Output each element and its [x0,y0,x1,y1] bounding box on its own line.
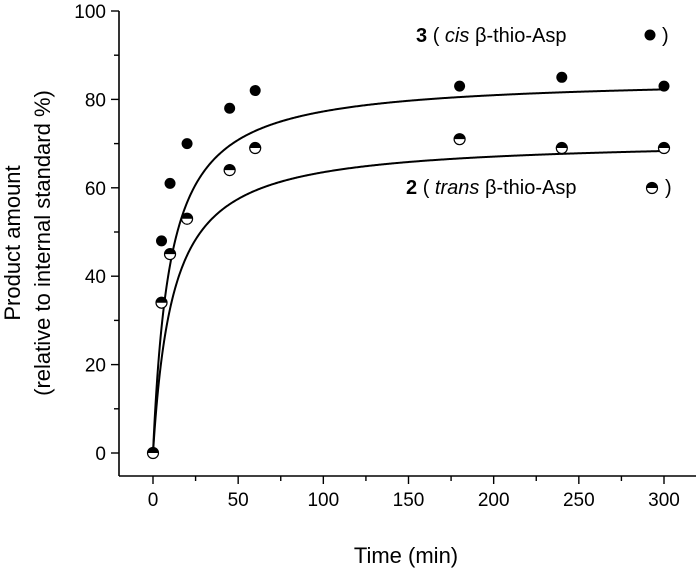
legend-marker-filled [644,29,656,41]
legend-isomer-trans: trans [435,177,479,199]
legend-label-cis: 3 ( cis β-thio-Asp [416,25,566,47]
data-point-cis [181,138,193,150]
legend-entry-trans: 2 ( trans β-thio-Asp ) [406,177,672,199]
data-point-cis [658,80,670,92]
y-tick-label: 100 [74,2,106,23]
data-point-trans [657,141,671,155]
data-point-trans [146,446,160,460]
x-tick-label: 250 [563,490,595,511]
svg-text:): ) [665,177,672,199]
legend-marker-half [645,181,659,195]
y-axis-title-line2: (relative to internal standard %) [30,90,55,396]
data-point-cis [164,177,176,189]
legend-suffix-cis: β-thio-Asp [475,25,567,47]
data-points [146,71,671,460]
y-tick-label: 0 [95,444,106,465]
fit-curves [152,88,665,454]
svg-text:): ) [662,25,669,47]
x-tick-label: 150 [393,490,425,511]
fit-curve-trans [152,150,665,454]
legend-compound-trans: 2 [406,177,417,199]
y-tick-label: 20 [85,356,106,377]
legend-isomer-cis: cis [445,25,469,47]
data-point-cis [156,235,168,247]
data-point-trans [180,212,194,225]
legend-compound-cis: 3 [416,25,427,47]
x-tick-label: 200 [478,490,510,511]
y-tick-label: 60 [85,179,106,200]
ticks: 0 50 100 150 200 250 300 0 20 40 60 80 100 [74,2,680,511]
data-point-cis [556,71,568,83]
data-point-cis [454,80,466,92]
x-tick-label: 300 [648,490,680,511]
x-axis-title: Time (min) [354,543,458,568]
legend: 3 ( cis β-thio-Asp ) 2 ( trans β-thio-As… [406,25,672,199]
axes [118,11,696,477]
x-tick-label: 0 [148,490,159,511]
x-tick-label: 50 [228,490,249,511]
x-tick-label: 100 [307,490,339,511]
fit-curve-cis [152,88,665,454]
data-point-trans [453,133,466,146]
data-point-cis [224,102,236,114]
y-tick-label: 80 [85,90,106,111]
data-point-trans [155,296,168,309]
data-point-trans [555,141,568,155]
data-point-trans [223,164,236,177]
y-tick-label: 40 [85,267,106,288]
data-point-trans [249,141,262,155]
data-point-cis [249,85,261,97]
legend-suffix-trans: β-thio-Asp [485,177,577,199]
legend-entry-cis: 3 ( cis β-thio-Asp ) [416,25,669,47]
data-point-trans [163,248,177,261]
y-axis-title-line1: Product amount [0,165,25,320]
y-axis-title: Product amount (relative to internal sta… [0,90,55,396]
legend-label-trans: 2 ( trans β-thio-Asp [406,177,577,199]
